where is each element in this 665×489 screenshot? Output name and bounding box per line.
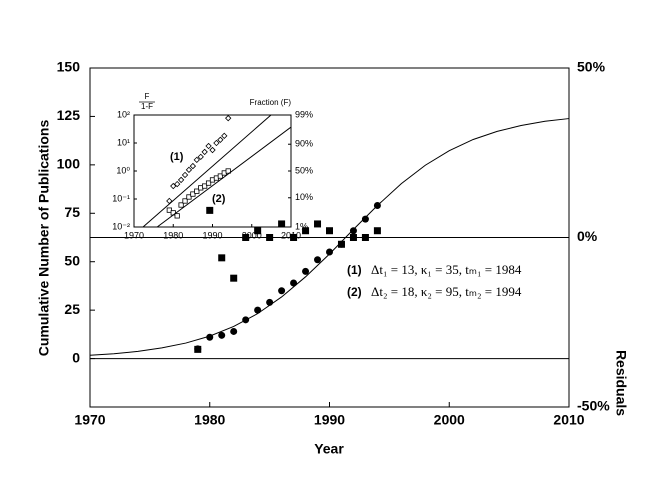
data-point: [278, 287, 286, 295]
x-axis-label: Year: [314, 441, 344, 457]
data-point: [217, 173, 223, 179]
data-point: [213, 139, 220, 147]
y-tick-label: 0: [72, 349, 80, 365]
data-point: [166, 207, 172, 213]
x-tick-label: 1990: [314, 412, 345, 428]
data-point: [186, 194, 192, 200]
inset-y-label-denominator: 1-F: [141, 102, 153, 111]
residual-point: [194, 345, 202, 353]
residual-point: [302, 227, 310, 235]
data-point: [225, 168, 231, 174]
x-tick-label: 2010: [281, 230, 301, 240]
y-tick-label: 10⁰: [116, 165, 130, 175]
x-tick-label: 1970: [124, 230, 144, 240]
y-tick-label: 150: [57, 59, 81, 75]
data-point: [205, 180, 212, 186]
data-point: [189, 162, 197, 170]
y-axis-label: Cumulative Number of Publications: [36, 120, 52, 357]
data-point: [218, 331, 226, 339]
y-tick-label: 10⁻¹: [112, 193, 130, 203]
residual-point: [266, 234, 274, 241]
x-tick-label: 2010: [553, 412, 584, 428]
annotation-label: (2): [347, 285, 362, 299]
residual-point: [206, 206, 214, 214]
y2-axis-label: Residuals: [613, 350, 629, 416]
data-point: [217, 136, 224, 143]
annotation-label: (1): [170, 151, 184, 163]
x-tick-label: 1990: [202, 230, 222, 240]
data-point: [190, 191, 196, 197]
x-tick-label: 1970: [74, 412, 105, 428]
data-point: [178, 202, 184, 208]
residual-point: [278, 220, 286, 228]
data-point: [230, 327, 238, 335]
data-point: [326, 248, 333, 256]
fit-curve: [142, 114, 272, 228]
data-point: [302, 267, 310, 275]
annotation-text: Δt₂ = 18, κ₂ = 95, tₘ₂ = 1994: [371, 284, 522, 299]
y2-tick-label: 10%: [295, 192, 313, 202]
data-point: [181, 171, 189, 179]
residual-point: [230, 274, 238, 282]
y-tick-label: 50: [64, 252, 80, 268]
data-point: [361, 215, 369, 223]
inset-y-label: F: [145, 92, 150, 101]
residual-point: [337, 240, 345, 248]
data-point: [194, 188, 200, 194]
data-point: [197, 153, 204, 161]
data-point: [182, 198, 188, 204]
fit-curve: [156, 126, 292, 228]
y2-tick-label: 50%: [577, 59, 606, 75]
data-point: [254, 306, 262, 314]
y-tick-label: 75: [64, 204, 80, 220]
data-point: [221, 132, 228, 140]
residual-point: [373, 227, 381, 235]
data-point: [177, 176, 185, 184]
data-point: [202, 183, 208, 189]
y2-tick-label: -50%: [577, 398, 610, 414]
residual-point: [361, 234, 369, 241]
residual-point: [326, 227, 333, 235]
data-point: [174, 213, 180, 219]
data-point: [170, 182, 177, 190]
inset-y2-label: Fraction (F): [250, 98, 292, 107]
residual-point: [349, 234, 357, 241]
x-tick-label: 2000: [434, 412, 465, 428]
residual-point: [218, 254, 226, 262]
y-tick-label: 10¹: [117, 137, 130, 147]
y-tick-label: 25: [64, 301, 80, 317]
data-point: [205, 142, 212, 150]
y-tick-label: 125: [57, 107, 81, 123]
y2-tick-label: 99%: [295, 109, 313, 119]
annotation-label: (2): [212, 193, 226, 205]
annotation-label: (1): [347, 263, 362, 277]
y-tick-label: 10⁻²: [112, 221, 130, 231]
data-point: [193, 156, 200, 164]
residual-point: [254, 227, 262, 235]
residual-point: [290, 234, 298, 241]
data-point: [209, 146, 216, 154]
data-point: [174, 180, 181, 188]
data-point: [185, 166, 193, 174]
data-point: [225, 115, 232, 122]
y-tick-label: 10²: [117, 109, 130, 119]
y-tick-label: 100: [57, 156, 81, 172]
residual-point: [242, 234, 250, 241]
y2-tick-label: 90%: [295, 139, 313, 149]
annotation-text: Δt₁ = 13, κ₁ = 35, tₘ₁ = 1984: [371, 262, 522, 277]
y2-tick-label: 50%: [295, 165, 313, 175]
data-point: [201, 148, 208, 156]
x-tick-label: 1980: [194, 412, 225, 428]
y2-tick-label: 0%: [577, 228, 598, 244]
data-point: [314, 256, 322, 264]
data-point: [349, 227, 357, 235]
fit-curve: [89, 118, 570, 356]
y2-tick-label: 1%: [295, 221, 308, 231]
x-tick-label: 2000: [242, 230, 262, 240]
x-tick-label: 1980: [163, 230, 183, 240]
residual-point: [314, 220, 322, 228]
